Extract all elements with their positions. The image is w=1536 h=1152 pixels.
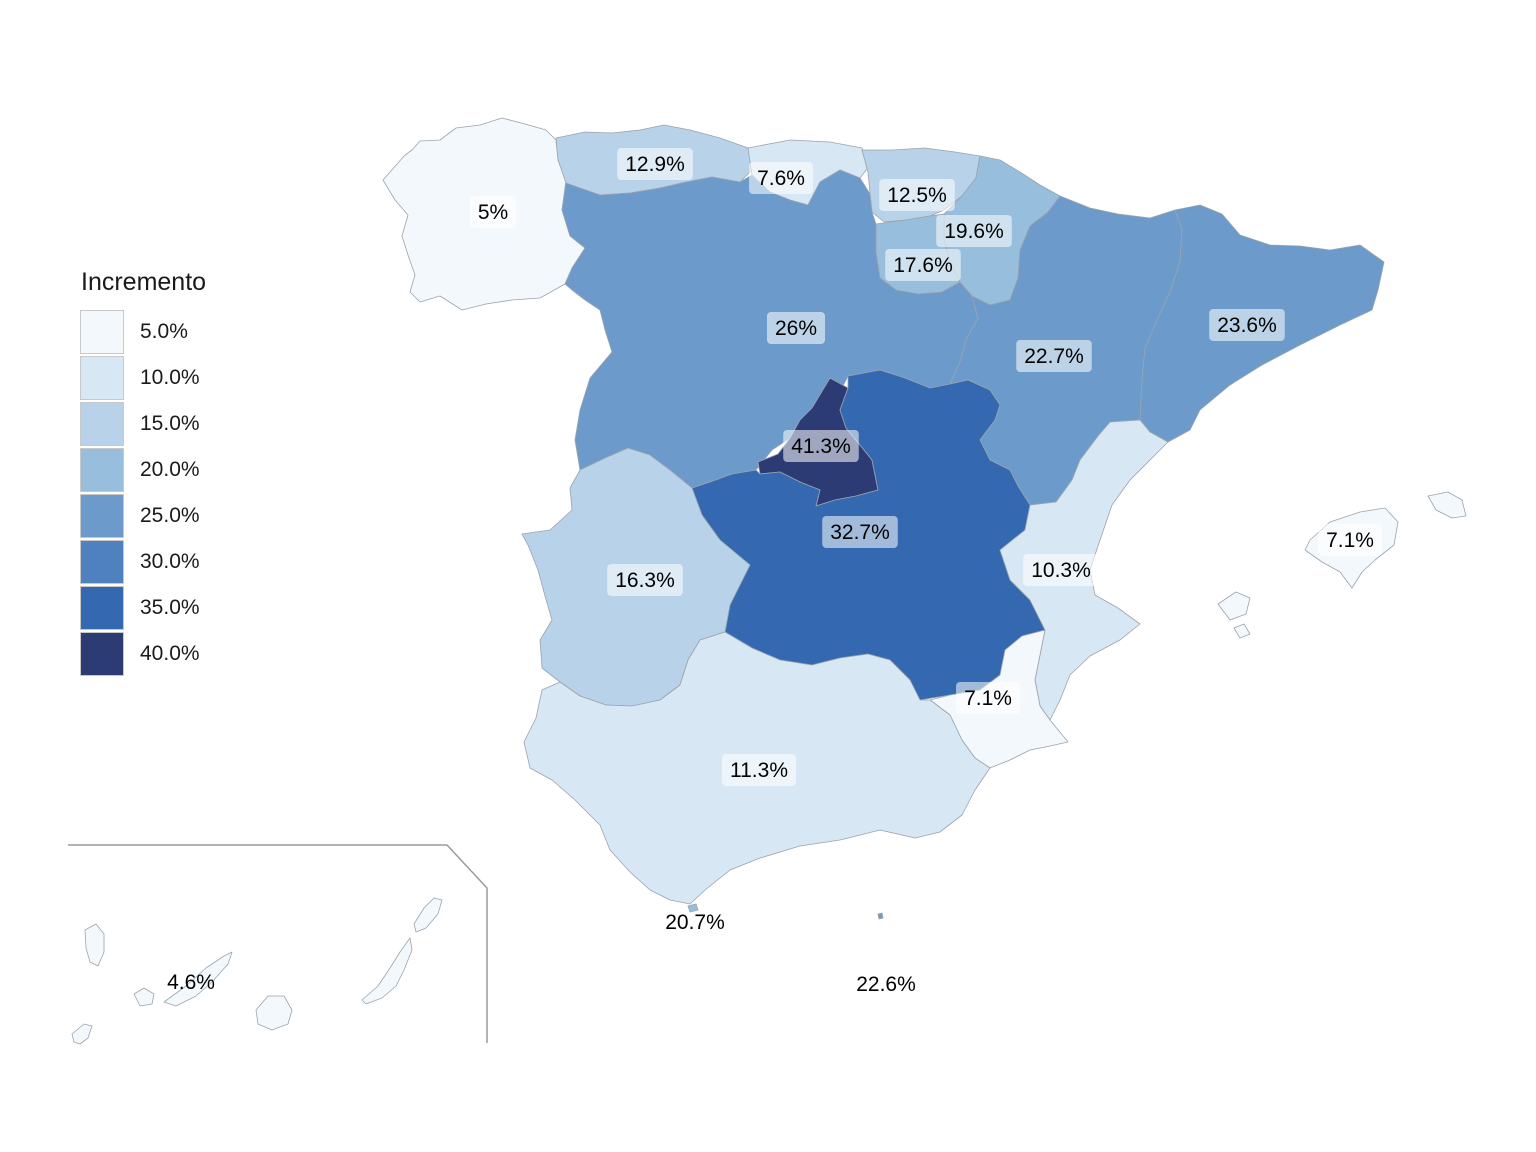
label-pais-vasco: 12.5% (879, 179, 955, 211)
region-melilla[interactable] (877, 912, 884, 920)
legend: Incremento 5.0% 10.0% 15.0% 20.0% 25.0% 30.0%… (80, 268, 206, 677)
label-cantabria: 7.6% (749, 162, 813, 194)
label-box (1209, 309, 1285, 341)
region-baleares-menorca[interactable] (1427, 491, 1467, 519)
label-la-rioja: 17.6% (885, 249, 961, 281)
label-text: 7.6% (757, 167, 805, 190)
label-aragon: 22.7% (1016, 340, 1092, 372)
label-box (617, 148, 693, 180)
label-text: 12.5% (887, 184, 947, 207)
label-text: 22.6% (856, 973, 916, 996)
label-text: 19.6% (944, 220, 1004, 243)
label-melilla: 22.6% (856, 973, 916, 996)
region-baleares-ibiza[interactable] (1217, 591, 1251, 621)
label-text: 17.6% (893, 254, 953, 277)
label-text: 20.7% (665, 911, 725, 934)
label-box (1023, 554, 1099, 586)
label-murcia: 7.1% (956, 682, 1020, 714)
label-box (879, 179, 955, 211)
legend-label: 40.0% (140, 642, 200, 665)
label-text: 41.3% (791, 435, 851, 458)
label-navarra: 19.6% (936, 215, 1012, 247)
canary-inset-border (68, 844, 488, 1043)
label-text: 5% (478, 201, 508, 224)
label-text: 22.7% (1024, 345, 1084, 368)
label-box (936, 215, 1012, 247)
label-andalucia: 11.3% (722, 754, 796, 786)
legend-label: 10.0% (140, 366, 200, 389)
legend-key (80, 586, 124, 630)
label-text: 4.6% (167, 971, 215, 994)
label-madrid: 41.3% (783, 430, 859, 462)
legend-title: Incremento (81, 268, 207, 296)
legend-key (80, 448, 124, 492)
legend-key (80, 402, 124, 446)
region-canarias-fuerteventura[interactable] (361, 937, 413, 1005)
label-box (749, 162, 813, 194)
label-box (783, 430, 859, 462)
legend-key (80, 356, 124, 400)
legend-label: 15.0% (140, 412, 200, 435)
legend-key (80, 540, 124, 584)
label-text: 11.3% (730, 759, 788, 782)
label-text: 23.6% (1217, 314, 1277, 337)
legend-label: 30.0% (140, 550, 200, 573)
label-canarias: 4.6% (167, 971, 215, 994)
region-canarias-lanzarote[interactable] (413, 897, 443, 933)
region-canarias-tenerife[interactable] (163, 951, 233, 1007)
label-box (1318, 524, 1382, 556)
region-canarias-la-palma[interactable] (84, 923, 105, 967)
label-text: 26% (775, 317, 817, 340)
legend-item: 10.0% (80, 355, 206, 401)
legend-item: 20.0% (80, 447, 206, 493)
label-box (607, 564, 683, 596)
legend-label: 35.0% (140, 596, 200, 619)
label-box (956, 682, 1020, 714)
label-box (822, 516, 898, 548)
region-canarias-gran-canaria[interactable] (255, 995, 293, 1031)
label-box (1016, 340, 1092, 372)
label-box (766, 312, 826, 344)
legend-item: 30.0% (80, 539, 206, 585)
label-asturias: 12.9% (617, 148, 693, 180)
legend-item: 35.0% (80, 585, 206, 631)
label-castilla-leon: 26% (766, 312, 826, 344)
label-valencia: 10.3% (1023, 554, 1099, 586)
legend-item: 25.0% (80, 493, 206, 539)
label-text: 12.9% (625, 153, 685, 176)
legend-key (80, 494, 124, 538)
label-box (885, 249, 961, 281)
legend-label: 25.0% (140, 504, 200, 527)
label-galicia: 5% (469, 196, 517, 228)
label-text: 16.3% (615, 569, 675, 592)
label-box (722, 754, 796, 786)
label-text: 7.1% (1326, 529, 1374, 552)
legend-item: 15.0% (80, 401, 206, 447)
legend-key (80, 632, 124, 676)
label-text: 10.3% (1031, 559, 1091, 582)
legend-label: 5.0% (140, 320, 188, 343)
legend-item: 40.0% (80, 631, 206, 677)
legend-label: 20.0% (140, 458, 200, 481)
label-text: 32.7% (830, 521, 890, 544)
label-baleares: 7.1% (1318, 524, 1382, 556)
label-extremadura: 16.3% (607, 564, 683, 596)
label-ceuta: 20.7% (665, 911, 725, 934)
region-canarias-la-gomera[interactable] (133, 987, 155, 1007)
legend-item: 5.0% (80, 309, 206, 355)
label-castilla-mancha: 32.7% (822, 516, 898, 548)
label-box (469, 196, 517, 228)
legend-items: 5.0% 10.0% 15.0% 20.0% 25.0% 30.0% 35.0% 40.0% (80, 309, 206, 677)
legend-key (80, 310, 124, 354)
region-canarias-el-hierro[interactable] (71, 1023, 93, 1045)
region-baleares-formentera[interactable] (1233, 623, 1251, 639)
label-text: 7.1% (964, 687, 1012, 710)
label-cataluna: 23.6% (1209, 309, 1285, 341)
region-ceuta[interactable] (687, 903, 699, 913)
